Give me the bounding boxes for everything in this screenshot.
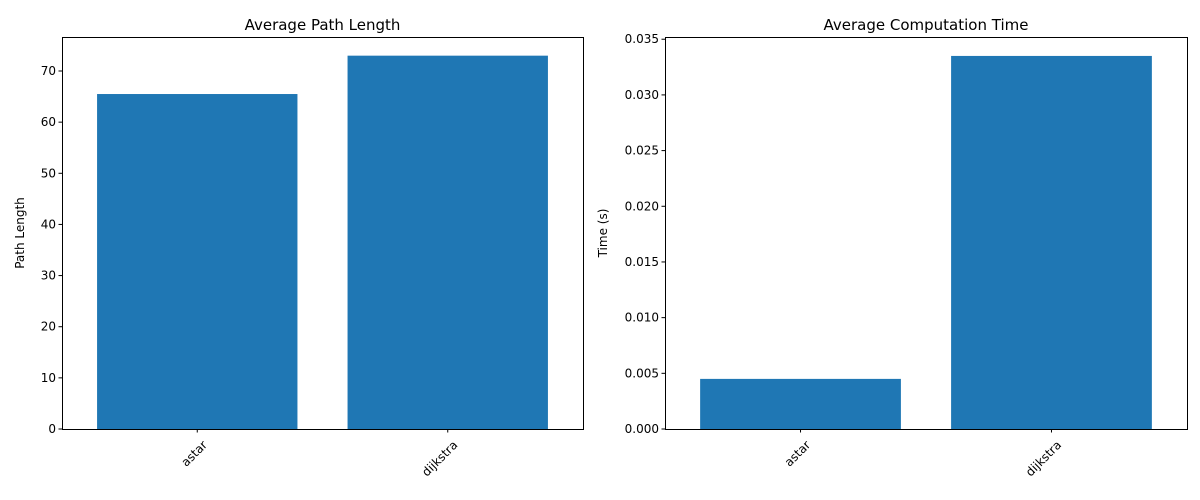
y-tick-label: 0.015 bbox=[625, 255, 659, 269]
y-tick-label: 0.000 bbox=[625, 422, 659, 436]
x-tick-label: astar bbox=[178, 438, 210, 470]
x-axis: astar dijkstra bbox=[178, 429, 460, 479]
bar-group bbox=[700, 55, 1152, 429]
y-tick-label: 40 bbox=[41, 217, 56, 231]
bar-group bbox=[97, 55, 548, 430]
y-tick-label: 0.005 bbox=[625, 366, 659, 380]
chart-title: Average Path Length bbox=[245, 16, 401, 34]
y-axis: 0.000 0.005 0.010 0.015 0.020 0.025 0.030 0.035 bbox=[625, 32, 665, 436]
x-axis: astar dijkstra bbox=[782, 429, 1064, 479]
y-tick-label: 20 bbox=[41, 320, 56, 334]
y-tick-label: 30 bbox=[41, 269, 56, 283]
x-tick-label: astar bbox=[782, 438, 814, 470]
y-tick-label: 0.020 bbox=[625, 199, 659, 213]
plot-frame bbox=[665, 37, 1188, 430]
plot-frame bbox=[62, 37, 584, 430]
y-tick-label: 0.025 bbox=[625, 144, 659, 158]
y-axis: 0 10 20 30 40 50 60 70 bbox=[41, 64, 62, 436]
bar-dijkstra bbox=[347, 55, 548, 430]
chart-title: Average Computation Time bbox=[824, 16, 1029, 34]
bar-dijkstra bbox=[951, 55, 1152, 429]
y-tick-label: 0.030 bbox=[625, 88, 659, 102]
y-tick-label: 0 bbox=[48, 422, 56, 436]
bar-astar bbox=[97, 94, 298, 430]
y-tick-label: 60 bbox=[41, 115, 56, 129]
y-tick-label: 10 bbox=[41, 371, 56, 385]
bar-astar bbox=[700, 378, 901, 429]
y-tick-label: 0.010 bbox=[625, 311, 659, 325]
y-tick-label: 50 bbox=[41, 166, 56, 180]
y-axis-label: Time (s) bbox=[596, 209, 610, 259]
y-tick-label: 70 bbox=[41, 64, 56, 78]
x-tick-label: dijkstra bbox=[419, 438, 460, 479]
x-tick-label: dijkstra bbox=[1023, 438, 1064, 479]
chart-path-length: Average Path Length Path Length 0 10 20 30 4… bbox=[13, 16, 584, 479]
y-tick-label: 0.035 bbox=[625, 32, 659, 46]
y-axis-label: Path Length bbox=[13, 197, 27, 269]
chart-computation-time: Average Computation Time Time (s) 0.0000… bbox=[596, 16, 1188, 479]
